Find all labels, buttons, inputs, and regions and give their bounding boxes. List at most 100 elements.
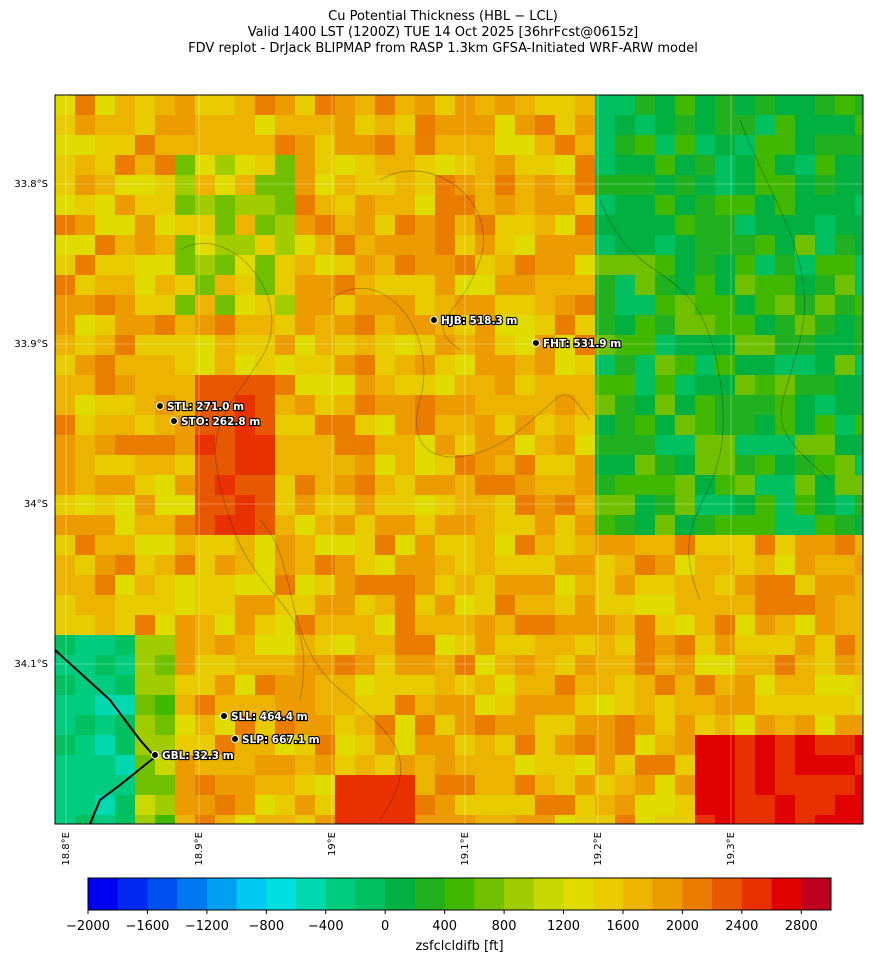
field-cell: [675, 675, 696, 696]
field-cell: [375, 275, 396, 296]
field-cell: [155, 355, 176, 376]
title-line: Valid 1400 LST (1200Z) TUE 14 Oct 2025 […: [248, 25, 638, 40]
field-cell: [455, 715, 476, 736]
field-cell: [815, 475, 836, 496]
field-cell: [815, 95, 836, 116]
field-cell: [415, 255, 436, 276]
field-cell: [755, 115, 776, 136]
field-cell: [55, 115, 76, 136]
field-cell: [335, 295, 356, 316]
field-cell: [755, 135, 776, 156]
field-cell: [395, 495, 416, 516]
field-cell: [135, 435, 156, 456]
field-cell: [235, 135, 256, 156]
field-cell: [775, 575, 796, 596]
field-cell: [555, 275, 576, 296]
field-cell: [635, 435, 656, 456]
field-cell: [335, 115, 356, 136]
field-cell: [715, 435, 736, 456]
field-cell: [155, 215, 176, 236]
field-cell: [855, 595, 863, 616]
field-cell: [795, 235, 816, 256]
field-cell: [835, 575, 856, 596]
field-cell: [715, 195, 736, 216]
field-cell: [535, 415, 556, 436]
field-cell: [315, 735, 336, 756]
field-cell: [75, 755, 96, 776]
field-cell: [755, 275, 776, 296]
field-cell: [575, 655, 596, 676]
field-cell: [175, 135, 196, 156]
field-cell: [355, 335, 376, 356]
field-cell: [515, 535, 536, 556]
field-cell: [355, 555, 376, 576]
field-cell: [175, 155, 196, 176]
field-cell: [295, 715, 316, 736]
field-cell: [535, 795, 556, 816]
field-cell: [855, 375, 863, 396]
field-cell: [655, 555, 676, 576]
field-cell: [255, 395, 276, 416]
field-cell: [595, 455, 616, 476]
field-cell: [695, 375, 716, 396]
field-cell: [555, 495, 576, 516]
field-cell: [195, 235, 216, 256]
field-cell: [335, 175, 356, 196]
field-cell: [335, 215, 356, 236]
field-cell: [635, 415, 656, 436]
field-cell: [95, 715, 116, 736]
field-cell: [275, 175, 296, 196]
field-cell: [295, 255, 316, 276]
field-cell: [95, 115, 116, 136]
field-cell: [615, 255, 636, 276]
field-cell: [135, 195, 156, 216]
field-cell: [475, 675, 496, 696]
field-cell: [635, 295, 656, 316]
field-cell: [655, 315, 676, 336]
field-cell: [655, 235, 676, 256]
field-cell: [475, 735, 496, 756]
field-cell: [735, 515, 756, 536]
field-cell: [715, 175, 736, 196]
field-cell: [855, 715, 863, 736]
field-cell: [475, 635, 496, 656]
field-cell: [135, 95, 156, 116]
field-cell: [415, 175, 436, 196]
field-cell: [55, 555, 76, 576]
field-cell: [575, 595, 596, 616]
field-cell: [455, 455, 476, 476]
field-cell: [95, 615, 116, 636]
field-cell: [415, 375, 436, 396]
field-cell: [95, 155, 116, 176]
field-cell: [455, 635, 476, 656]
field-cell: [655, 435, 676, 456]
field-cell: [355, 455, 376, 476]
field-cell: [215, 335, 236, 356]
field-cell: [375, 355, 396, 376]
field-cell: [595, 735, 616, 756]
field-cell: [115, 535, 136, 556]
field-cell: [535, 395, 556, 416]
field-cell: [475, 355, 496, 376]
field-cell: [715, 575, 736, 596]
field-cell: [835, 195, 856, 216]
field-cell: [835, 455, 856, 476]
field-cell: [395, 395, 416, 416]
title-line: FDV replot - DrJack BLIPMAP from RASP 1.…: [188, 41, 698, 56]
field-cell: [535, 275, 556, 296]
field-cell: [95, 315, 116, 336]
field-cell: [395, 655, 416, 676]
field-cell: [475, 215, 496, 236]
field-cell: [435, 775, 456, 796]
field-cell: [195, 215, 216, 236]
field-cell: [215, 435, 236, 456]
field-cell: [395, 575, 416, 596]
field-cell: [235, 355, 256, 376]
field-cell: [555, 595, 576, 616]
field-cell: [395, 755, 416, 776]
field-cell: [275, 475, 296, 496]
field-cell: [635, 695, 656, 716]
field-cell: [675, 755, 696, 776]
field-cell: [535, 575, 556, 596]
field-cell: [475, 815, 496, 824]
